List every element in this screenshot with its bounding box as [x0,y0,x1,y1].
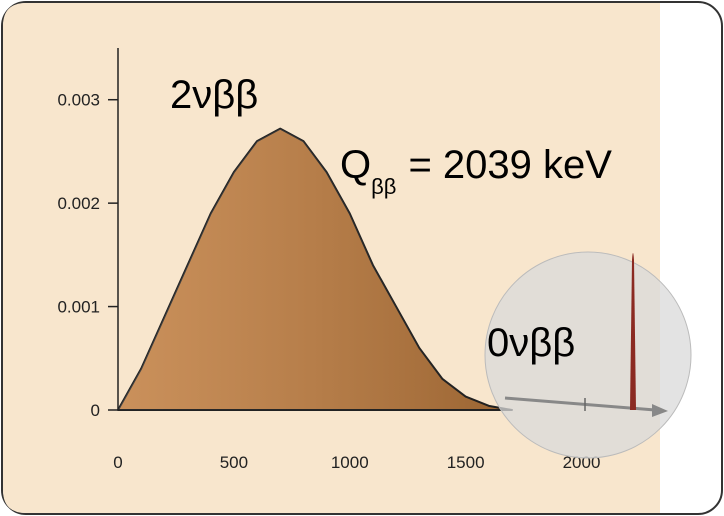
series-label: 2νββ [170,73,258,117]
q: Q [340,143,371,187]
q-value: = 2039 keV [408,143,612,187]
x-tick-label: 1500 [447,453,485,472]
y-tick-label: 0.003 [57,91,100,110]
series-name: 2νββ [170,73,258,117]
peak-label: 0νββ [487,321,575,365]
y-tick-label: 0.002 [57,194,100,213]
y-tick-label: 0 [91,401,100,420]
q-sub: ββ [371,174,396,199]
chart: 00.0010.0020.0030500100015002000 2νββ Qβ… [0,0,724,516]
x-tick-label: 0 [113,453,122,472]
page: 00.0010.0020.0030500100015002000 2νββ Qβ… [0,0,724,516]
x-tick-label: 1000 [331,453,369,472]
y-tick-label: 0.001 [57,298,100,317]
x-tick-label: 500 [220,453,248,472]
